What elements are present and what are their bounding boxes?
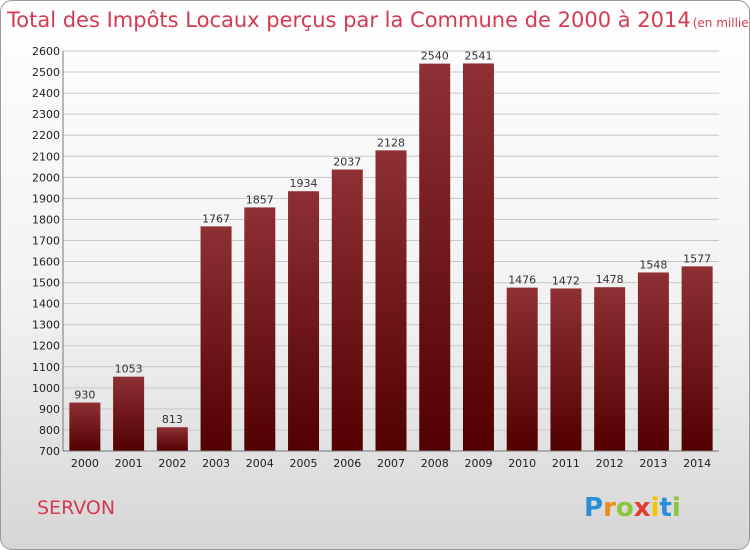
proxiti-logo: Proxiti: [584, 493, 681, 523]
y-tick-label-800: 800: [39, 424, 60, 437]
x-tick-label-2010: 2010: [508, 457, 536, 470]
x-axis-ticks: 2000 2001 2002 2003 2004 2005 2006 2007 2008 2009…: [71, 457, 711, 470]
x-tick-label-2013: 2013: [639, 457, 667, 470]
y-tick-label-1900: 1900: [32, 192, 60, 205]
y-tick-label-1000: 1000: [32, 382, 60, 395]
logo-letter: t: [659, 493, 671, 523]
y-tick-label-2500: 2500: [32, 66, 60, 79]
data-label-2009: 2541: [464, 49, 492, 62]
bar-2011: [550, 288, 582, 451]
bar-2008: [419, 63, 451, 451]
y-tick-label-2100: 2100: [32, 150, 60, 163]
y-tick-label-1100: 1100: [32, 361, 60, 374]
data-label-2007: 2128: [377, 136, 405, 149]
bar-2000: [69, 402, 101, 451]
bar-2010: [506, 287, 538, 451]
bar-2007: [375, 150, 407, 452]
logo-letter: x: [634, 493, 651, 523]
bar-2014: [681, 266, 713, 451]
logo-letter: i: [672, 493, 681, 523]
axes: [62, 51, 719, 452]
x-tick-label-2012: 2012: [596, 457, 624, 470]
y-tick-label-1700: 1700: [32, 234, 60, 247]
data-label-2004: 1857: [246, 193, 274, 206]
bar-2009: [462, 63, 494, 451]
data-label-2005: 1934: [290, 177, 318, 190]
x-tick-label-2009: 2009: [464, 457, 492, 470]
x-tick-label-2001: 2001: [115, 457, 143, 470]
x-tick-label-2007: 2007: [377, 457, 405, 470]
data-label-2002: 813: [162, 413, 183, 426]
data-label-2010: 1476: [508, 274, 536, 287]
y-tick-label-2300: 2300: [32, 108, 60, 121]
y-tick-label-900: 900: [39, 403, 60, 416]
y-tick-label-1600: 1600: [32, 256, 60, 269]
bar-2005: [288, 191, 320, 452]
y-tick-label-700: 700: [39, 445, 60, 458]
logo-letter: r: [603, 493, 616, 523]
x-tick-label-2000: 2000: [71, 457, 99, 470]
bar-2006: [331, 169, 363, 452]
y-tick-label-2600: 2600: [32, 45, 60, 58]
y-tick-label-1500: 1500: [32, 277, 60, 290]
y-tick-label-2400: 2400: [32, 87, 60, 100]
y-axis-ticks: 700 800 900 1000 1100 1200 1300 1400 1500 1600 170…: [32, 45, 60, 458]
bar-2003: [200, 226, 232, 451]
x-tick-label-2008: 2008: [421, 457, 449, 470]
y-tick-label-1800: 1800: [32, 213, 60, 226]
bar-2013: [637, 272, 669, 451]
data-label-2000: 930: [74, 389, 95, 402]
x-tick-label-2014: 2014: [683, 457, 711, 470]
bars: [69, 63, 713, 452]
x-tick-label-2004: 2004: [246, 457, 274, 470]
x-tick-label-2003: 2003: [202, 457, 230, 470]
y-tick-label-1300: 1300: [32, 319, 60, 332]
data-label-2011: 1472: [552, 274, 580, 287]
bar-2001: [113, 376, 145, 451]
chart-title: Total des Impôts Locaux perçus par la Co…: [6, 8, 749, 32]
logo-letter: o: [616, 493, 634, 523]
y-tick-label-2000: 2000: [32, 171, 60, 184]
y-tick-label-2200: 2200: [32, 129, 60, 142]
commune-name: SERVON: [37, 497, 115, 519]
y-tick-label-1400: 1400: [32, 298, 60, 311]
data-label-2014: 1577: [683, 252, 711, 265]
chart-title-main: Total des Impôts Locaux perçus par la Co…: [6, 8, 691, 32]
data-label-2012: 1478: [596, 273, 624, 286]
logo-letter: i: [651, 493, 660, 523]
data-label-2006: 2037: [333, 156, 361, 169]
data-label-2001: 1053: [115, 363, 143, 376]
x-tick-label-2006: 2006: [333, 457, 361, 470]
x-tick-label-2002: 2002: [158, 457, 186, 470]
data-label-2008: 2540: [421, 50, 449, 63]
bar-2002: [156, 427, 188, 451]
y-tick-label-1200: 1200: [32, 340, 60, 353]
bar-2012: [594, 287, 626, 451]
x-tick-label-2011: 2011: [552, 457, 580, 470]
bar-2004: [244, 207, 276, 451]
data-label-2013: 1548: [639, 258, 667, 271]
data-label-2003: 1767: [202, 212, 230, 225]
chart-title-unit: (en milliers d'€): [693, 16, 749, 30]
x-tick-label-2005: 2005: [290, 457, 318, 470]
data-labels: 930 1053 813 1767 1857 1934 2037 2128 2540 2541 14…: [74, 49, 711, 426]
logo-letter: P: [584, 493, 603, 523]
